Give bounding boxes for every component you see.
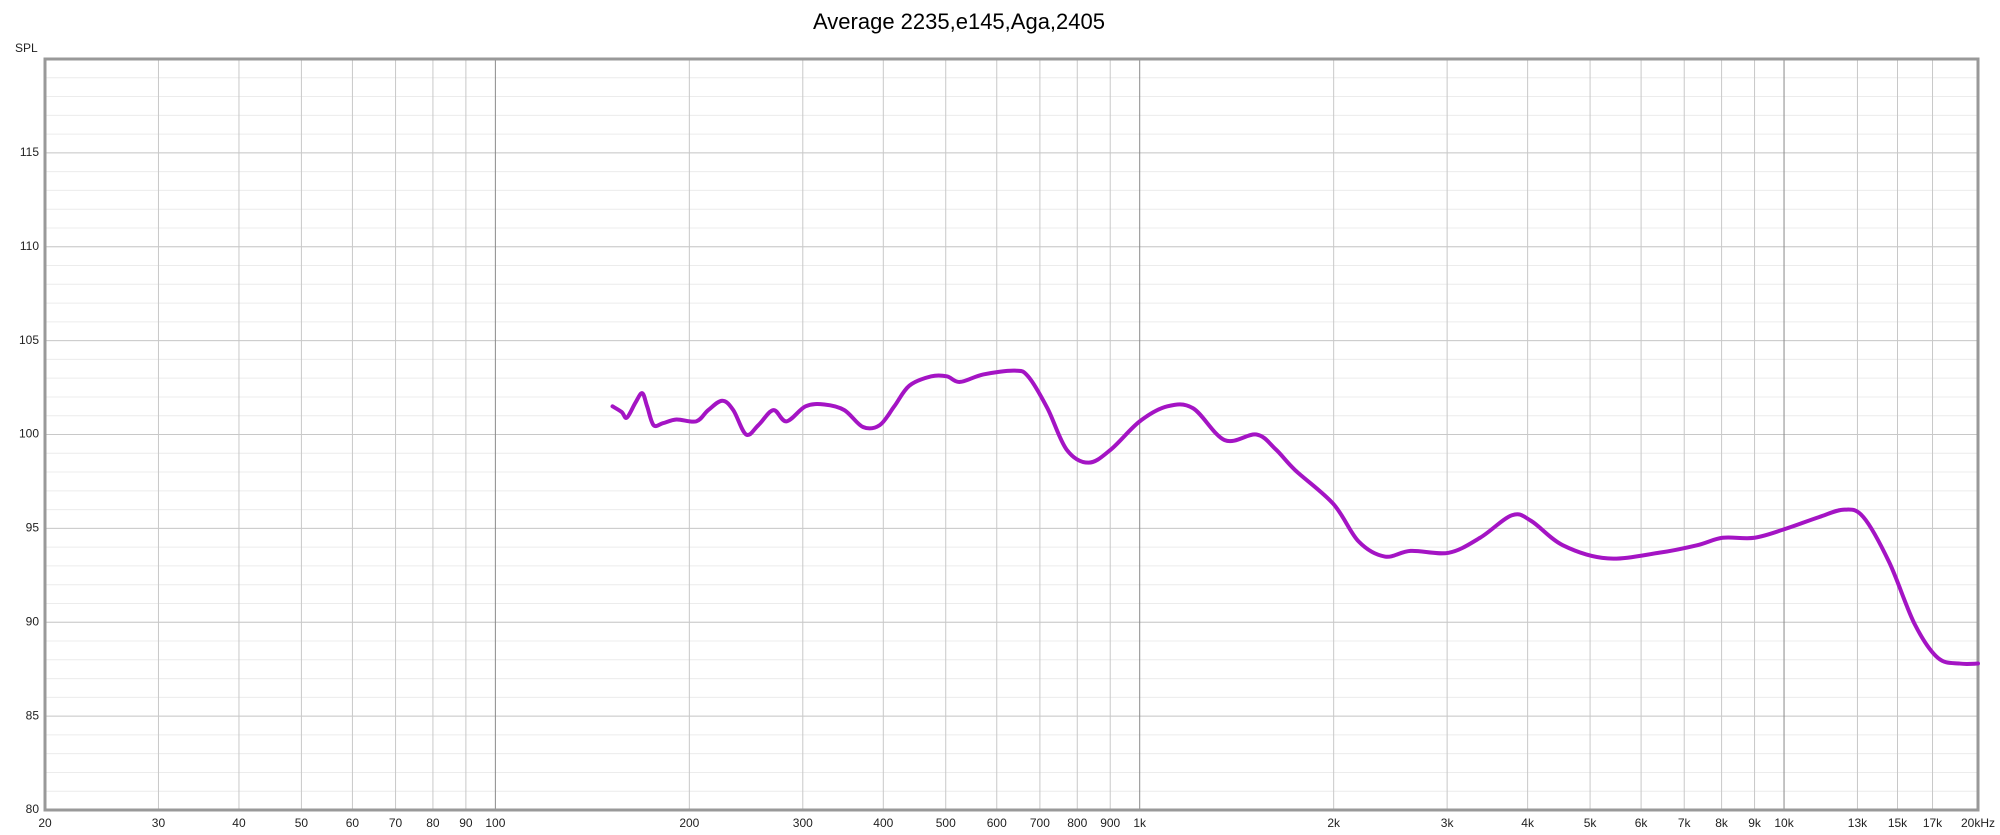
x-tick-label: 3k [1441, 816, 1455, 830]
y-axis-label: SPL [15, 41, 38, 55]
x-tick-label: 6k [1635, 816, 1649, 830]
x-tick-label: 40 [232, 816, 246, 830]
x-tick-label: 300 [793, 816, 813, 830]
x-tick-label: 100 [485, 816, 505, 830]
x-tick-label: 900 [1100, 816, 1120, 830]
x-tick-label: 13k [1848, 816, 1868, 830]
y-tick-label: 105 [19, 333, 39, 347]
chart-title: Average 2235,e145,Aga,2405 [813, 9, 1105, 34]
x-tick-label: 400 [873, 816, 893, 830]
x-tick-label: 20 [38, 816, 52, 830]
x-tick-label: 15k [1888, 816, 1908, 830]
x-tick-label: 7k [1678, 816, 1692, 830]
x-tick-label: 10k [1774, 816, 1794, 830]
y-tick-label: 90 [26, 614, 40, 628]
x-tick-label: 500 [936, 816, 956, 830]
y-tick-label: 110 [20, 239, 39, 253]
response-line [610, 368, 1980, 666]
x-tick-label: 700 [1030, 816, 1050, 830]
plot-frame [43, 57, 1980, 812]
x-tick-label: 2k [1327, 816, 1341, 830]
x-tick-label: 70 [389, 816, 403, 830]
x-tick-label: 8k [1715, 816, 1729, 830]
x-tick-label: 800 [1067, 816, 1087, 830]
x-tick-label: 9k [1748, 816, 1762, 830]
x-tick-label: 90 [459, 816, 473, 830]
x-tick-label: 1k [1133, 816, 1147, 830]
x-tick-label: 80 [426, 816, 440, 830]
y-tick-label: 115 [20, 145, 39, 159]
x-tick-label: 20kHz [1961, 816, 1995, 830]
x-tick-label: 5k [1584, 816, 1598, 830]
x-tick-label: 17k [1923, 816, 1943, 830]
x-tick-label: 60 [346, 816, 360, 830]
x-tick-label: 4k [1521, 816, 1535, 830]
x-tick-label: 600 [987, 816, 1007, 830]
y-tick-label: 100 [19, 427, 39, 441]
x-tick-label: 200 [679, 816, 699, 830]
x-tick-label: 50 [295, 816, 309, 830]
y-tick-label: 80 [26, 802, 40, 816]
y-tick-label: 85 [26, 708, 40, 722]
x-tick-label: 30 [152, 816, 166, 830]
y-tick-label: 95 [26, 521, 40, 535]
